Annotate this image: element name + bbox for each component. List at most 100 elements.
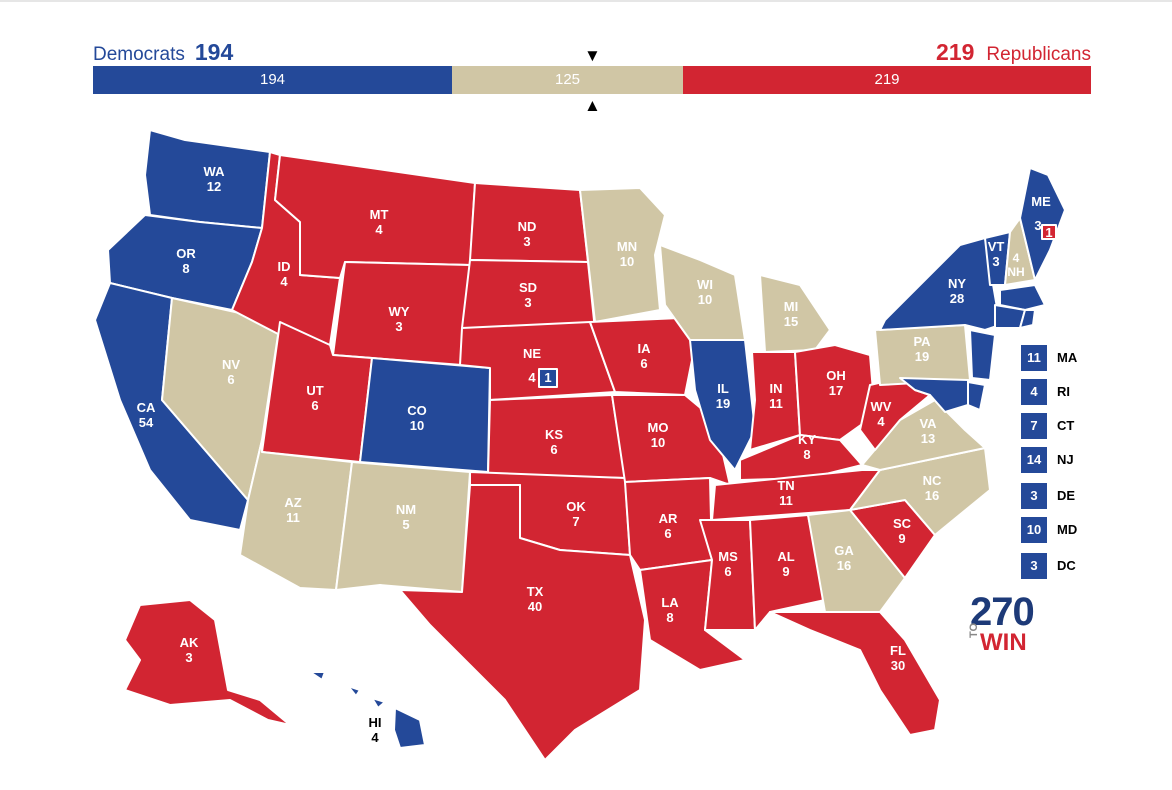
- republicans-total: 219: [936, 39, 975, 65]
- small-state-ev: 3: [1021, 483, 1047, 509]
- label-me-ev: 3: [1034, 218, 1041, 233]
- label-in-code: IN: [770, 381, 783, 396]
- small-state-ev: 4: [1021, 379, 1047, 405]
- state-ga[interactable]: [807, 509, 906, 613]
- state-de[interactable]: [967, 381, 986, 411]
- small-state-md[interactable]: 10 MD: [1021, 517, 1111, 543]
- label-me-code: ME: [1031, 194, 1051, 209]
- label-al-ev: 9: [782, 564, 789, 579]
- label-ny-ev: 28: [950, 291, 964, 306]
- label-nc-code: NC: [923, 473, 942, 488]
- small-state-ma[interactable]: 11 MA: [1021, 345, 1111, 371]
- label-wa-code: WA: [204, 164, 226, 179]
- svg-text:MS6: MS 6: [718, 549, 738, 579]
- democrats-total-label: Democrats 194: [93, 39, 233, 66]
- svg-text:IA6: IA 6: [638, 341, 652, 371]
- label-hi-code: HI: [369, 715, 382, 730]
- small-state-ev: 7: [1021, 413, 1047, 439]
- state-tx[interactable]: [399, 484, 646, 761]
- small-state-ev: 3: [1021, 553, 1047, 579]
- label-la-code: LA: [661, 595, 679, 610]
- state-fl[interactable]: [769, 611, 941, 736]
- label-wv-ev: 4: [877, 414, 885, 429]
- label-mn-ev: 10: [620, 254, 634, 269]
- state-in[interactable]: [749, 351, 801, 451]
- small-state-ct[interactable]: 7 CT: [1021, 413, 1111, 439]
- small-state-de[interactable]: 3 DE: [1021, 483, 1111, 509]
- label-al-code: AL: [777, 549, 794, 564]
- label-ut-code: UT: [306, 383, 323, 398]
- small-state-code: DC: [1057, 558, 1076, 573]
- label-va-ev: 13: [921, 431, 935, 446]
- state-labels: WA 12 OR 8 CA 54 NV 6 ID 4 MT 4 WY 3 UT 6 CO 10 A…: [137, 164, 1053, 745]
- label-co-ev: 10: [410, 418, 424, 433]
- label-mo-code: MO: [648, 420, 669, 435]
- label-wy-ev: 3: [395, 319, 402, 334]
- state-md[interactable]: [899, 377, 969, 413]
- state-ma[interactable]: [999, 284, 1046, 311]
- bar-segment-tossup: 125: [452, 66, 683, 94]
- svg-text:AL9: AL 9: [777, 549, 794, 579]
- state-mi[interactable]: [759, 274, 831, 353]
- small-state-code: CT: [1057, 418, 1075, 433]
- 270towin-logo[interactable]: 270 TO WIN: [968, 592, 1048, 662]
- label-pa-code: PA: [913, 334, 931, 349]
- logo-number: 270: [970, 590, 1035, 634]
- state-ia[interactable]: [589, 317, 696, 396]
- label-nv-code: NV: [222, 357, 240, 372]
- svg-text:NM5: NM 5: [396, 502, 416, 532]
- label-vt-ev: 3: [992, 254, 999, 269]
- small-state-ri[interactable]: 4 RI: [1021, 379, 1111, 405]
- small-state-ev: 10: [1021, 517, 1047, 543]
- small-state-code: DE: [1057, 488, 1076, 503]
- logo-win: WIN: [980, 629, 1027, 656]
- state-al[interactable]: [749, 514, 826, 631]
- label-ky-ev: 8: [803, 447, 810, 462]
- label-ar-ev: 6: [664, 526, 671, 541]
- label-co-code: CO: [407, 403, 427, 418]
- label-tn-ev: 11: [779, 493, 793, 508]
- label-wv-code: WV: [871, 399, 892, 414]
- label-ok-code: OK: [566, 499, 586, 514]
- label-or-code: OR: [176, 246, 196, 261]
- label-nh-code: NH: [1007, 265, 1024, 279]
- electoral-totals-header: Democrats 194 ▼ 219 Republicans 194 125 21…: [93, 36, 1091, 114]
- label-ks-ev: 6: [550, 442, 557, 457]
- state-nm[interactable]: [335, 461, 471, 593]
- small-state-nj[interactable]: 14 NJ: [1021, 447, 1111, 473]
- label-nm-code: NM: [396, 502, 416, 517]
- label-sd-ev: 3: [524, 295, 531, 310]
- label-or-ev: 8: [182, 261, 189, 276]
- label-mt-ev: 4: [375, 222, 383, 237]
- state-ak[interactable]: [124, 599, 291, 726]
- small-state-ev: 14: [1021, 447, 1047, 473]
- label-tn-code: TN: [777, 478, 794, 493]
- label-va-code: VA: [919, 416, 937, 431]
- label-ia-code: IA: [638, 341, 652, 356]
- svg-text:KY8: KY 8: [798, 432, 816, 462]
- label-tx-ev: 40: [528, 599, 542, 614]
- label-mo-ev: 10: [651, 435, 665, 450]
- state-il[interactable]: [689, 339, 756, 471]
- label-wi-ev: 10: [698, 292, 712, 307]
- state-ri[interactable]: [1019, 309, 1036, 329]
- small-state-dc[interactable]: 3 DC: [1021, 553, 1111, 579]
- state-ms[interactable]: [699, 519, 756, 631]
- state-hi[interactable]: [309, 671, 426, 749]
- label-ca-ev: 54: [139, 415, 154, 430]
- label-nh-ev: 4: [1013, 251, 1020, 265]
- state-ny[interactable]: [879, 237, 1001, 331]
- svg-text:VT3: VT 3: [988, 239, 1005, 269]
- label-sc-code: SC: [893, 516, 912, 531]
- small-state-code: NJ: [1057, 452, 1074, 467]
- republicans-name: Republicans: [986, 44, 1091, 65]
- state-nj[interactable]: [969, 329, 996, 381]
